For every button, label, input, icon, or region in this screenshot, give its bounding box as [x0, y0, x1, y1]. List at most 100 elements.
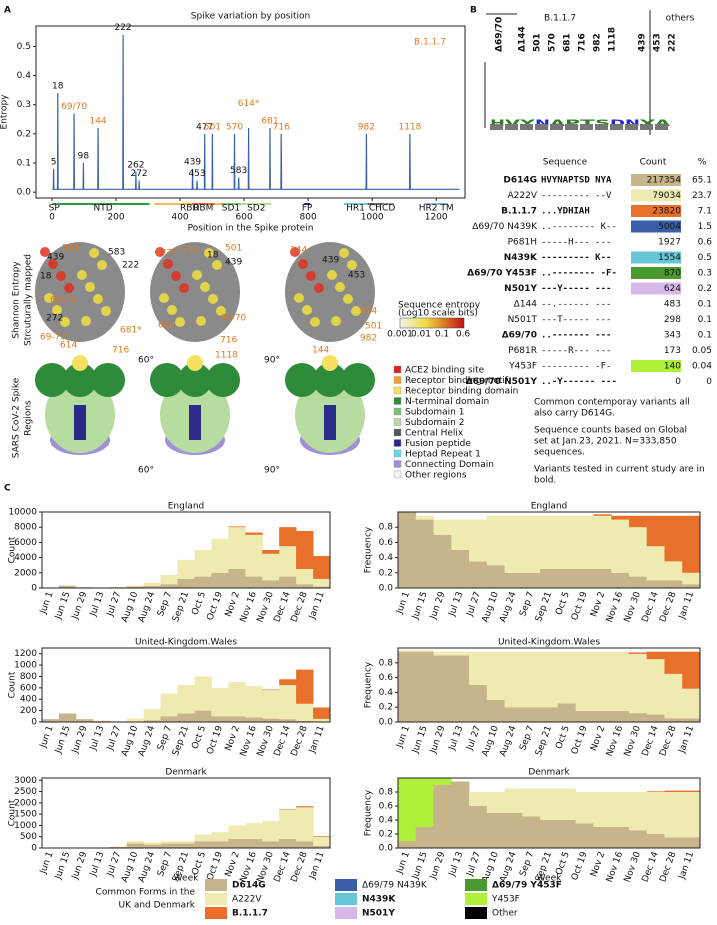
stack-segment	[593, 710, 612, 722]
entropy-spot	[351, 306, 361, 316]
stack-segment	[245, 532, 263, 535]
row-name: Δ69/70	[502, 331, 537, 341]
y-tick-label: 0.6	[379, 538, 394, 548]
stack-segment	[245, 534, 263, 577]
row-percent: 0.6	[698, 238, 713, 248]
domain-label: CH	[369, 204, 382, 214]
stack-segment	[504, 651, 523, 708]
x-tick-label: Jul 27	[105, 850, 123, 878]
stack-segment	[628, 515, 648, 528]
stack-segment	[433, 519, 452, 535]
row-name: Δ69/70 N501Y	[466, 377, 538, 387]
residue-label: 453	[348, 271, 365, 281]
y-tick-label: 1500	[14, 810, 37, 820]
row-count: 173	[664, 346, 681, 356]
peak-label: 69/70	[61, 102, 87, 112]
domain-label: SP	[49, 204, 61, 214]
region-label: ACE2 binding site	[405, 366, 485, 376]
y-tick-label: 0.6	[379, 802, 394, 812]
stack-segment	[451, 651, 470, 656]
structure	[322, 355, 338, 371]
stack-segment	[58, 585, 77, 588]
row-percent: 0	[706, 377, 712, 387]
table-header: %	[698, 158, 707, 168]
stack-segment	[160, 841, 178, 844]
residue-label: 1118	[215, 351, 238, 361]
region-swatch	[393, 470, 402, 479]
stack-segment	[415, 519, 434, 588]
x-tick-label: Oct 19	[205, 590, 225, 622]
row-count: 870	[664, 269, 681, 279]
stack-segment	[245, 686, 263, 718]
stack-segment	[486, 699, 505, 722]
row-swatch	[631, 267, 681, 279]
y-tick-label: 500	[20, 832, 37, 842]
stack-segment	[211, 716, 229, 722]
row-swatch	[631, 189, 681, 202]
residue-label: 69-70	[220, 314, 246, 324]
note: Common contemporay variants all	[534, 398, 690, 408]
residue-label: 439	[47, 253, 64, 263]
chart-title: England	[168, 502, 205, 512]
section-title: Regions	[24, 400, 34, 436]
panel-letter: C	[4, 484, 11, 494]
domain-label: CD	[382, 204, 395, 214]
y-axis-label: Frequency	[364, 661, 374, 708]
stack-segment	[469, 685, 488, 722]
stack-segment	[522, 707, 541, 722]
row-sequence: ..-Y------ ---	[541, 377, 617, 387]
stack-segment	[593, 827, 612, 848]
column-label: 570	[548, 33, 558, 52]
stack-segment	[646, 515, 665, 547]
stack-segment	[611, 827, 630, 848]
stack-segment	[42, 719, 60, 722]
stack-segment	[664, 837, 683, 848]
x-tick-label: Sep 21	[171, 724, 191, 757]
region-label: Connecting Domain	[405, 460, 494, 470]
x-tick-label: Aug 24	[137, 724, 157, 758]
domain-label: HR1	[346, 204, 365, 214]
panel-letter: A	[4, 6, 11, 16]
peak-label: 453	[188, 169, 205, 179]
row-count: 5004	[658, 222, 681, 232]
region-label: Fusion peptide	[405, 439, 471, 449]
x-tick-label: Dec 14	[641, 590, 661, 623]
entropy-spot	[167, 305, 177, 315]
stack-segment	[593, 515, 612, 569]
entropy-spot	[339, 248, 349, 258]
y-tick-label: 200	[20, 706, 37, 716]
x-axis-label: Week	[537, 874, 562, 884]
row-name: Δ69/70 N439K	[472, 222, 538, 232]
stack-segment	[211, 572, 229, 588]
row-swatch	[631, 360, 681, 372]
stack-segment	[194, 576, 212, 588]
stack-segment	[522, 651, 541, 708]
y-tick-label: 0.5	[17, 42, 31, 52]
legend-label: Y453F	[491, 895, 520, 905]
stack-segment	[279, 679, 297, 685]
x-tick-label: Dec 28	[658, 590, 678, 623]
legend-label: N439K	[362, 895, 396, 905]
residue-label: 614	[158, 321, 175, 331]
row-name: A222V	[508, 191, 538, 201]
stack-segment	[682, 572, 701, 585]
residue-label: 716	[220, 336, 237, 346]
stack-segment	[194, 841, 212, 848]
region-label: Receptor binding domain	[405, 387, 518, 397]
row-name: Y453F	[508, 362, 537, 372]
scale-tick: 0.6	[456, 330, 471, 340]
section-title: Shannon Entropy	[12, 261, 22, 339]
region-label: Other regions	[405, 471, 467, 481]
column-label: 681	[563, 33, 573, 52]
stack-segment	[451, 781, 470, 848]
x-tick-label: Jul 27	[465, 850, 483, 878]
y-tick-label: 0.0	[379, 584, 394, 594]
stack-segment	[228, 526, 246, 528]
y-tick-label: 1200	[14, 649, 37, 659]
rotation-label: 90°	[264, 356, 280, 366]
stack-segment	[415, 827, 434, 848]
entropy-spot	[52, 305, 62, 315]
chart-title: Denmark	[165, 768, 207, 778]
row-swatch	[631, 174, 681, 186]
residue-label: 69-70	[40, 333, 66, 343]
